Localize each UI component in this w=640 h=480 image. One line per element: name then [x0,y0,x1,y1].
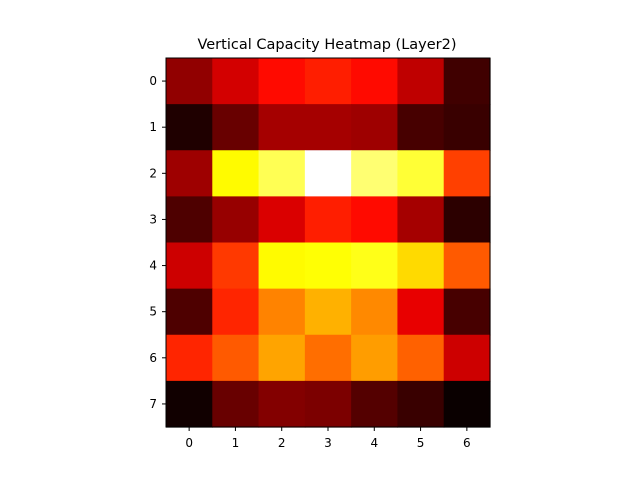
heatmap-cell-r2-c4 [351,150,399,197]
x-tick-label: 1 [232,436,240,450]
heatmap-cell-r5-c1 [212,288,260,336]
heatmap-cell-r3-c0 [166,196,213,244]
heatmap-cell-r4-c2 [258,242,306,290]
heatmap-cell-r4-c5 [397,242,445,290]
heatmap-cell-r3-c3 [304,196,352,244]
y-tick-label: 5 [149,305,157,319]
heatmap-cell-r1-c0 [166,104,213,151]
heatmap-cell-r1-c1 [212,104,260,151]
heatmap-cell-r4-c6 [443,242,491,290]
heatmap-cell-r0-c2 [258,58,306,105]
heatmap-cell-r5-c0 [166,288,213,336]
heatmap-cell-r5-c6 [443,288,491,336]
heatmap-cell-r0-c5 [397,58,445,105]
y-tick-label: 3 [149,212,157,226]
heatmap-cell-r7-c3 [304,380,352,428]
heatmap-cell-r1-c2 [258,104,306,151]
heatmap-cell-r6-c5 [397,334,445,382]
x-axis: 0 1 2 3 4 5 6 [185,427,471,450]
heatmap-cell-r1-c5 [397,104,445,151]
heatmap-cell-r3-c2 [258,196,306,244]
heatmap-cell-r2-c1 [212,150,260,197]
heatmap-cell-r2-c2 [258,150,306,197]
heatmap-cell-r5-c5 [397,288,445,336]
heatmap-cell-r6-c4 [351,334,399,382]
heatmap-cell-r1-c6 [443,104,491,151]
heatmap-cell-r2-c3 [304,150,352,197]
heatmap-cell-r5-c3 [304,288,352,336]
heatmap-cell-r5-c4 [351,288,399,336]
heatmap-cell-r4-c1 [212,242,260,290]
heatmap-cell-r7-c5 [397,380,445,428]
heatmap-cell-r4-c4 [351,242,399,290]
heatmap-cell-r7-c2 [258,380,306,428]
heatmap-cell-r3-c5 [397,196,445,244]
chart-title: Vertical Capacity Heatmap (Layer2) [197,37,456,53]
x-tick-label: 4 [370,436,378,450]
heatmap-cell-r6-c6 [443,334,491,382]
heatmap-cell-r6-c0 [166,334,213,382]
y-tick-label: 7 [149,397,157,411]
y-tick-label: 2 [149,166,157,180]
x-tick-label: 5 [417,436,425,450]
heatmap-cell-r3-c4 [351,196,399,244]
heatmap-cell-r6-c1 [212,334,260,382]
heatmap-cell-r7-c1 [212,380,260,428]
x-tick-label: 2 [278,436,286,450]
heatmap-cell-r5-c2 [258,288,306,336]
heatmap-cell-r7-c6 [443,380,491,428]
heatmap-cell-r4-c3 [304,242,352,290]
heatmap-cell-r6-c3 [304,334,352,382]
heatmap-cell-r4-c0 [166,242,213,290]
heatmap-cell-r0-c4 [351,58,399,105]
heatmap-cell-r1-c4 [351,104,399,151]
heatmap-cell-r1-c3 [304,104,352,151]
x-tick-label: 3 [324,436,332,450]
heatmap-cell-r2-c6 [443,150,491,197]
heatmap-cell-r2-c5 [397,150,445,197]
y-tick-label: 1 [149,120,157,134]
heatmap-cell-r7-c0 [166,380,213,428]
y-axis: 0 1 2 3 4 5 6 7 [149,74,166,411]
heatmap-cell-r0-c6 [443,58,491,105]
heatmap-cell-r3-c6 [443,196,491,244]
x-tick-label: 6 [463,436,471,450]
heatmap-cell-r0-c0 [166,58,213,105]
heatmap-cells [166,58,491,428]
x-tick-label: 0 [185,436,193,450]
y-tick-label: 4 [149,259,157,273]
heatmap-cell-r6-c2 [258,334,306,382]
heatmap-cell-r7-c4 [351,380,399,428]
y-tick-label: 6 [149,351,157,365]
heatmap-cell-r0-c1 [212,58,260,105]
heatmap-cell-r2-c0 [166,150,213,197]
heatmap-cell-r0-c3 [304,58,352,105]
heatmap-cell-r3-c1 [212,196,260,244]
y-tick-label: 0 [149,74,157,88]
